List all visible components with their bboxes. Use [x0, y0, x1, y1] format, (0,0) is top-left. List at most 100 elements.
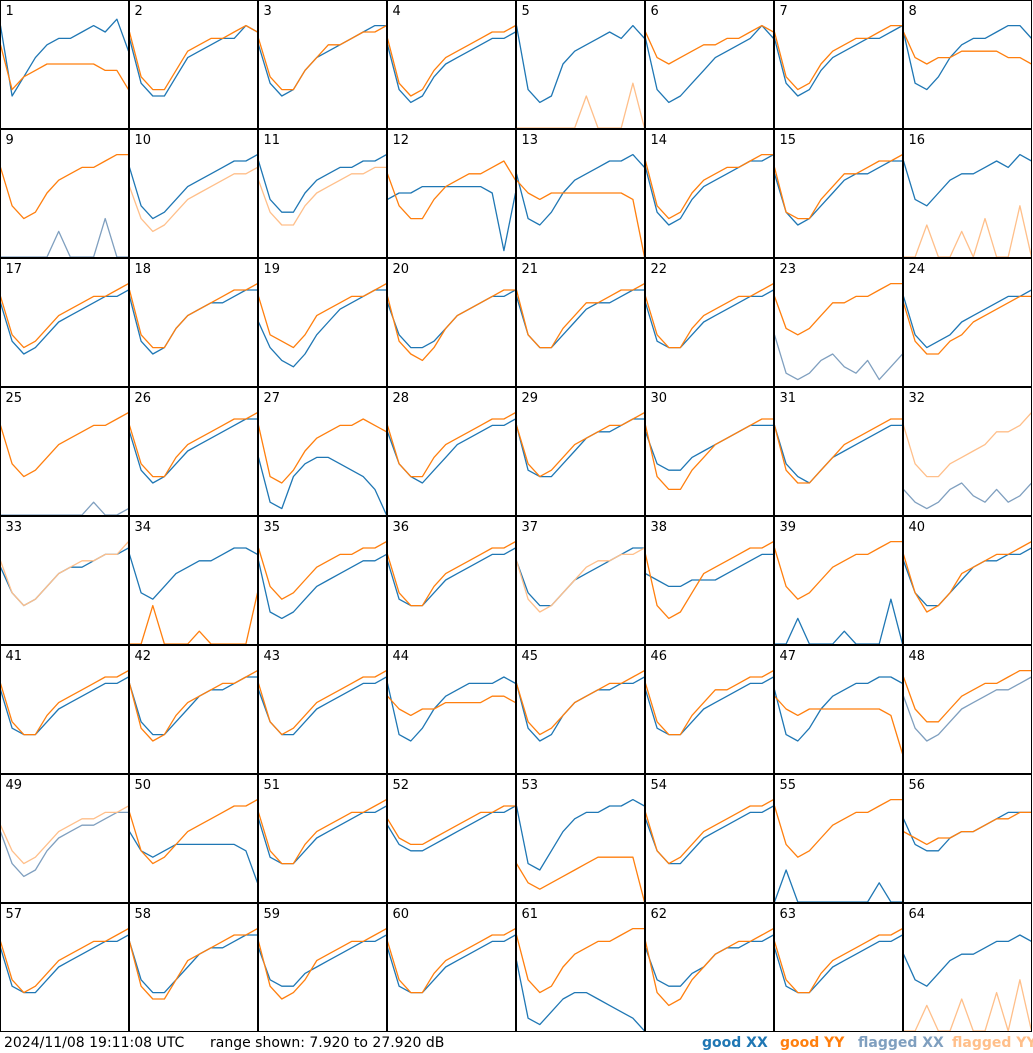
panel: 47: [774, 645, 903, 774]
panel-lines: [903, 669, 1032, 742]
spectrum-line: [129, 799, 258, 865]
range-label: range shown: 7.920 to 27.920 dB: [210, 1035, 444, 1051]
spectrum-line: [258, 418, 387, 484]
panel: 50: [129, 774, 258, 903]
panel-title: 59: [264, 907, 281, 922]
panel: 1: [0, 0, 129, 129]
panel: 5: [516, 0, 645, 129]
spectrum-line: [516, 283, 645, 349]
panel: 24: [903, 258, 1032, 387]
panel-title: 24: [909, 262, 926, 277]
panel-title: 21: [522, 262, 539, 277]
panel-lines: [774, 24, 903, 97]
panel-title: 27: [264, 391, 281, 406]
spectrum-line: [0, 44, 129, 91]
panel-frame: [0, 129, 129, 258]
panel-title: 53: [522, 778, 539, 793]
panel-frame: [645, 129, 774, 258]
spectrum-line: [774, 424, 903, 484]
spectrum-line: [387, 160, 516, 220]
spectrum-line: [387, 676, 516, 742]
panel-lines: [774, 540, 903, 645]
panel: 12: [387, 129, 516, 258]
spectrum-line: [0, 670, 129, 736]
spectrum-line: [258, 928, 387, 1000]
panel-frame: [129, 387, 258, 516]
panel: 58: [129, 903, 258, 1032]
panel-frame: [645, 903, 774, 1032]
panel-lines: [387, 160, 516, 252]
panel-frame: [258, 516, 387, 645]
panel-title: 48: [909, 649, 926, 664]
panel-frame: [129, 516, 258, 645]
panel-frame: [774, 129, 903, 258]
panel-lines: [0, 670, 129, 736]
panel-frame: [0, 774, 129, 903]
panel-frame: [774, 0, 903, 129]
panel: 14: [645, 129, 774, 258]
panel-frame: [258, 129, 387, 258]
spectrum-line: [387, 541, 516, 607]
spectrum-line: [258, 25, 387, 91]
panel-title: 23: [780, 262, 797, 277]
spectrum-line: [129, 670, 258, 742]
panel-frame: [387, 258, 516, 387]
panel-lines: [258, 154, 387, 226]
spectrum-line: [0, 541, 129, 607]
panel-title: 40: [909, 520, 926, 535]
panel: 19: [258, 258, 387, 387]
panel: 31: [774, 387, 903, 516]
panel-frame: [903, 903, 1032, 1032]
panel: 6: [645, 0, 774, 129]
spectrum-line: [387, 31, 516, 104]
panel: 57: [0, 903, 129, 1032]
panel-title: 54: [651, 778, 668, 793]
panel-frame: [0, 645, 129, 774]
spectrum-line: [645, 418, 774, 491]
panel: 32: [903, 387, 1032, 516]
panel-frame: [516, 258, 645, 387]
panel-title: 39: [780, 520, 797, 535]
panel: 41: [0, 645, 129, 774]
panel: 56: [903, 774, 1032, 903]
panel: 9: [0, 129, 129, 258]
panel-frame: [387, 0, 516, 129]
panel-title: 18: [135, 262, 152, 277]
spectrum-line: [129, 24, 258, 91]
spectrum-line: [516, 547, 645, 613]
panel-frame: [645, 258, 774, 387]
spectrum-line: [516, 856, 645, 903]
spectrum-line: [387, 928, 516, 994]
panel-title: 22: [651, 262, 668, 277]
panel: 20: [387, 258, 516, 387]
panel-lines: [258, 799, 387, 865]
panel: 16: [903, 129, 1032, 258]
spectrum-line: [903, 24, 1032, 91]
spectrum-line: [774, 798, 903, 858]
panel-title: 37: [522, 520, 539, 535]
panel-frame: [258, 0, 387, 129]
panel-title: 55: [780, 778, 797, 793]
panel: 54: [645, 774, 774, 903]
spectrum-line: [258, 670, 387, 736]
spectrum-line: [774, 24, 903, 91]
spectrum-line: [645, 799, 774, 865]
spectrum-line: [774, 25, 903, 97]
panel-title: 32: [909, 391, 926, 406]
panel-lines: [258, 928, 387, 1000]
spectrum-line: [645, 24, 774, 104]
panel-title: 16: [909, 133, 926, 148]
spectrum-line: [0, 412, 129, 478]
panel-title: 31: [780, 391, 797, 406]
panel-frame: [129, 129, 258, 258]
panel-title: 49: [6, 778, 23, 793]
spectrum-line: [774, 934, 903, 994]
panel: 22: [645, 258, 774, 387]
spectrum-line: [903, 934, 1032, 987]
panel-title: 2: [135, 4, 143, 19]
panel-lines: [645, 24, 774, 104]
panel-frame: [258, 903, 387, 1032]
panel-frame: [903, 387, 1032, 516]
panel-title: 17: [6, 262, 23, 277]
spectrum-line: [258, 456, 387, 516]
